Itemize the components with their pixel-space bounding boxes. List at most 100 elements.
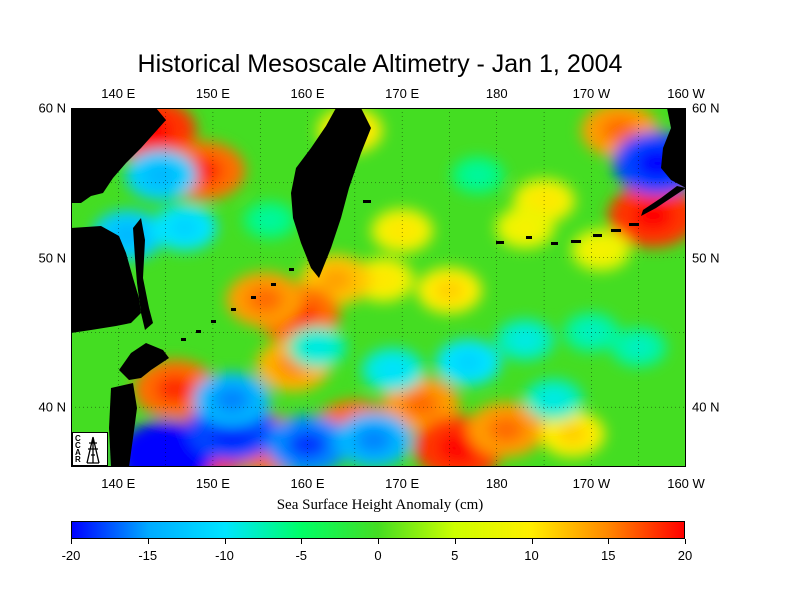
anomaly-core	[602, 117, 638, 144]
anomaly-core	[511, 330, 539, 350]
kuril-island	[231, 308, 236, 311]
land-masses	[71, 108, 686, 467]
anomaly-core	[369, 269, 398, 291]
longitude-tick-label: 140 E	[101, 86, 136, 101]
kuril-island	[251, 296, 256, 299]
longitude-tick-label: 160 E	[290, 476, 325, 491]
longitude-tick-label: 150 E	[195, 86, 230, 101]
colorbar-tick-mark	[378, 539, 379, 544]
anomaly-core	[378, 359, 407, 381]
colorbar-tick-label: -15	[138, 548, 158, 563]
aleutian-island	[496, 241, 504, 244]
map-frame	[71, 108, 686, 467]
logo-icon: C C A R	[75, 434, 100, 464]
colorbar-tick-mark	[454, 539, 456, 544]
latitude-tick-label: 60 N	[692, 100, 720, 116]
colorbar-tick-label: -10	[215, 548, 234, 563]
aleutian-island	[571, 240, 581, 243]
anomaly-core	[434, 279, 465, 302]
aleutian-island	[551, 242, 558, 245]
ccar-logo: C C A R	[72, 432, 108, 466]
anomaly-core	[632, 200, 674, 231]
colorbar-tick-mark	[71, 539, 72, 544]
sea-surface-height-field	[71, 108, 686, 467]
colorbar-tick-mark	[224, 539, 226, 544]
anomaly-core	[303, 337, 331, 358]
longitude-tick-label: 170 W	[572, 476, 611, 491]
latitude-tick-label: 40 N	[692, 399, 720, 415]
aleutian-island	[526, 236, 532, 239]
graticule	[71, 108, 686, 467]
anomaly-core	[214, 386, 250, 413]
anomaly-core	[403, 391, 439, 418]
anomaly-core	[438, 432, 480, 463]
longitude-tick-label: 180	[485, 86, 508, 101]
island-chains	[181, 200, 639, 341]
colorbar	[71, 521, 685, 539]
anomaly-blobs	[92, 108, 686, 467]
kuril-island	[181, 338, 186, 341]
colorbar-tick-label: 10	[524, 548, 539, 563]
colorbar-tick-mark	[608, 539, 610, 544]
longitude-tick-label: 170 E	[385, 86, 420, 101]
colorbar-tick-label: 20	[677, 548, 693, 563]
longitude-tick-label: 160 W	[667, 476, 705, 491]
anomaly-core	[465, 166, 490, 185]
alaska-peninsula	[641, 186, 686, 216]
alaska-mainland	[661, 108, 686, 188]
longitude-tick-label: 160 E	[290, 86, 325, 101]
colorbar-tick-label: 15	[601, 548, 616, 563]
logo-letter: C	[75, 434, 81, 443]
anomaly-core	[319, 268, 353, 292]
colorbar-tick-label: -20	[61, 548, 81, 563]
colorbar-label: Sea Surface Height Anomaly (cm)	[276, 497, 484, 513]
anomaly-core	[557, 423, 588, 445]
longitude-tick-label: 150 E	[195, 476, 230, 491]
anomaly-core	[625, 338, 652, 357]
sakhalin-island	[133, 218, 153, 330]
anomaly-core	[511, 217, 539, 238]
aleutian-island	[593, 234, 602, 237]
anomaly-core	[587, 240, 615, 260]
latitude-tick-label: 50 N	[692, 250, 720, 266]
kuril-island	[289, 268, 294, 271]
colorbar-tick-mark	[685, 539, 686, 544]
kuril-island	[211, 320, 216, 323]
anomaly-core	[143, 439, 188, 467]
anomaly-core	[356, 427, 392, 453]
longitude-tick-label: 170 W	[572, 86, 611, 101]
longitude-tick-label: 140 E	[101, 476, 136, 491]
anomaly-core	[257, 211, 282, 229]
colorbar-tick-label: -5	[295, 548, 308, 563]
map-title: Historical Mesoscale Altimetry - Jan 1, …	[137, 50, 623, 78]
kamchatka-peninsula	[291, 108, 371, 278]
kuril-island	[196, 330, 201, 333]
anomaly-core	[453, 351, 484, 374]
anomaly-core	[488, 416, 524, 443]
anomaly-core	[388, 220, 417, 241]
longitude-tick-label: 180	[485, 476, 508, 491]
colorbar-tick-mark	[301, 539, 303, 544]
commander-island	[363, 200, 371, 203]
colorbar-tick-label: 0	[374, 548, 382, 563]
anomaly-core	[247, 286, 283, 313]
aleutian-island	[611, 229, 621, 232]
colorbar-tick-mark	[531, 539, 533, 544]
longitude-tick-label: 160 W	[667, 86, 705, 101]
colorbar-tick-label: 5	[451, 548, 459, 563]
kuril-island	[271, 283, 276, 286]
aleutian-island	[629, 223, 639, 226]
anomaly-core	[540, 389, 567, 410]
altimetry-map	[71, 108, 686, 467]
latitude-tick-label: 40 N	[38, 399, 66, 415]
anomaly-core	[155, 375, 195, 404]
colorbar-tick-mark	[147, 539, 149, 544]
logo-letter: C	[75, 441, 81, 450]
latitude-tick-label: 60 N	[38, 100, 66, 116]
asia-mainland	[71, 108, 166, 203]
hokkaido-island	[119, 343, 169, 380]
anomaly-core	[144, 163, 178, 188]
logo-letter: A	[75, 448, 81, 457]
asia-coast-lower	[71, 226, 141, 333]
longitude-tick-label: 170 E	[385, 476, 420, 491]
